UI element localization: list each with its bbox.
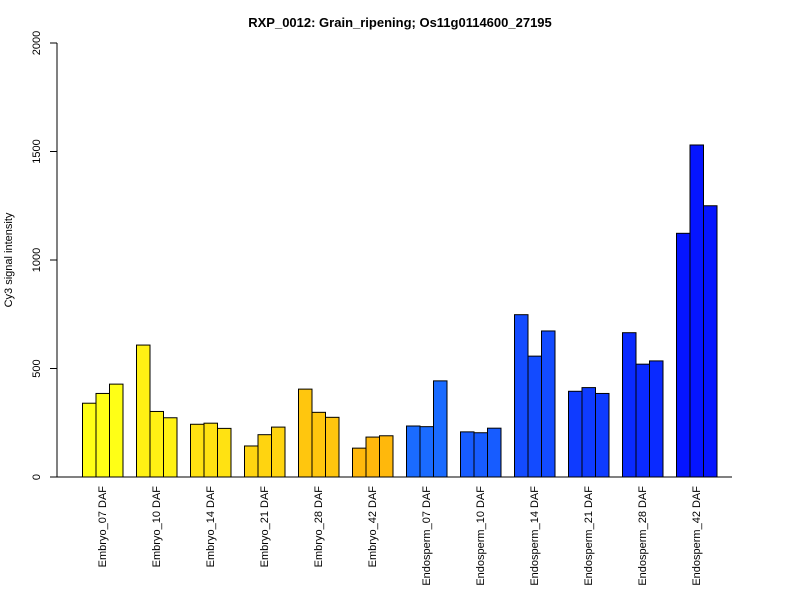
- bar: [635, 363, 650, 478]
- bar-group: [460, 427, 502, 478]
- bar-group: [82, 383, 124, 478]
- bar: [460, 431, 475, 478]
- x-tick-label: Endosperm_10 DAF: [475, 486, 487, 586]
- y-tick-label: 0: [31, 474, 43, 480]
- bar: [271, 426, 286, 478]
- bar-group: [514, 314, 556, 478]
- bar: [352, 447, 367, 478]
- bar-group: [190, 422, 232, 478]
- bar: [581, 387, 596, 478]
- bar: [473, 432, 488, 478]
- chart-title: RXP_0012: Grain_ripening; Os11g0114600_2…: [248, 15, 552, 30]
- bar-group: [676, 144, 718, 478]
- bar: [379, 435, 394, 478]
- x-tick-label: Embryo_14 DAF: [205, 486, 217, 568]
- bars-layer: [82, 144, 718, 478]
- bar: [217, 427, 232, 478]
- y-axis-label: Cy3 signal intensity: [3, 212, 15, 307]
- bar-group: [244, 426, 286, 478]
- bar: [365, 436, 380, 478]
- bar: [406, 425, 421, 478]
- bar: [622, 332, 637, 478]
- x-tick-label: Endosperm_21 DAF: [583, 486, 595, 586]
- x-tick-label: Endosperm_14 DAF: [529, 486, 541, 586]
- bar-group: [352, 435, 394, 478]
- bar-group: [622, 332, 664, 478]
- x-tick-label: Embryo_07 DAF: [97, 486, 109, 568]
- bar-group: [298, 388, 340, 478]
- x-tick-label: Embryo_10 DAF: [151, 486, 163, 568]
- bar: [487, 427, 502, 478]
- x-tick-label: Embryo_42 DAF: [367, 486, 379, 568]
- bar: [325, 416, 340, 478]
- bar: [109, 383, 124, 478]
- bar: [568, 390, 583, 478]
- bar: [95, 392, 110, 478]
- bar: [163, 417, 178, 478]
- bar-group: [136, 344, 178, 478]
- bar: [541, 330, 556, 478]
- x-tick-label: Endosperm_42 DAF: [691, 486, 703, 586]
- bar: [527, 355, 542, 478]
- y-axis: 0 500 1000 1500 2000: [31, 31, 58, 480]
- x-tick-label: Embryo_21 DAF: [259, 486, 271, 568]
- bar: [419, 426, 434, 478]
- x-tick-label: Endosperm_28 DAF: [637, 486, 649, 586]
- bar: [190, 423, 205, 478]
- bar: [676, 232, 691, 478]
- bar: [257, 434, 272, 478]
- bar: [311, 411, 326, 478]
- y-tick-label: 500: [31, 359, 43, 377]
- bar: [433, 380, 448, 478]
- y-tick-label: 2000: [31, 31, 43, 55]
- x-tick-label: Embryo_28 DAF: [313, 486, 325, 568]
- y-tick-label: 1000: [31, 248, 43, 272]
- bar: [703, 205, 718, 478]
- bar: [203, 422, 218, 478]
- bar: [514, 314, 529, 478]
- bar: [689, 144, 704, 478]
- bar-group: [568, 387, 610, 478]
- bar: [649, 360, 664, 478]
- bar: [244, 445, 259, 478]
- bar: [82, 402, 97, 478]
- bar: [136, 344, 151, 478]
- x-tick-label: Endosperm_07 DAF: [421, 486, 433, 586]
- bar: [595, 392, 610, 478]
- bar: [298, 388, 313, 478]
- x-axis: Embryo_07 DAF Embryo_10 DAF Embryo_14 DAF E…: [57, 476, 732, 586]
- bar: [149, 410, 164, 478]
- y-tick-label: 1500: [31, 139, 43, 163]
- bar-group: [406, 380, 448, 478]
